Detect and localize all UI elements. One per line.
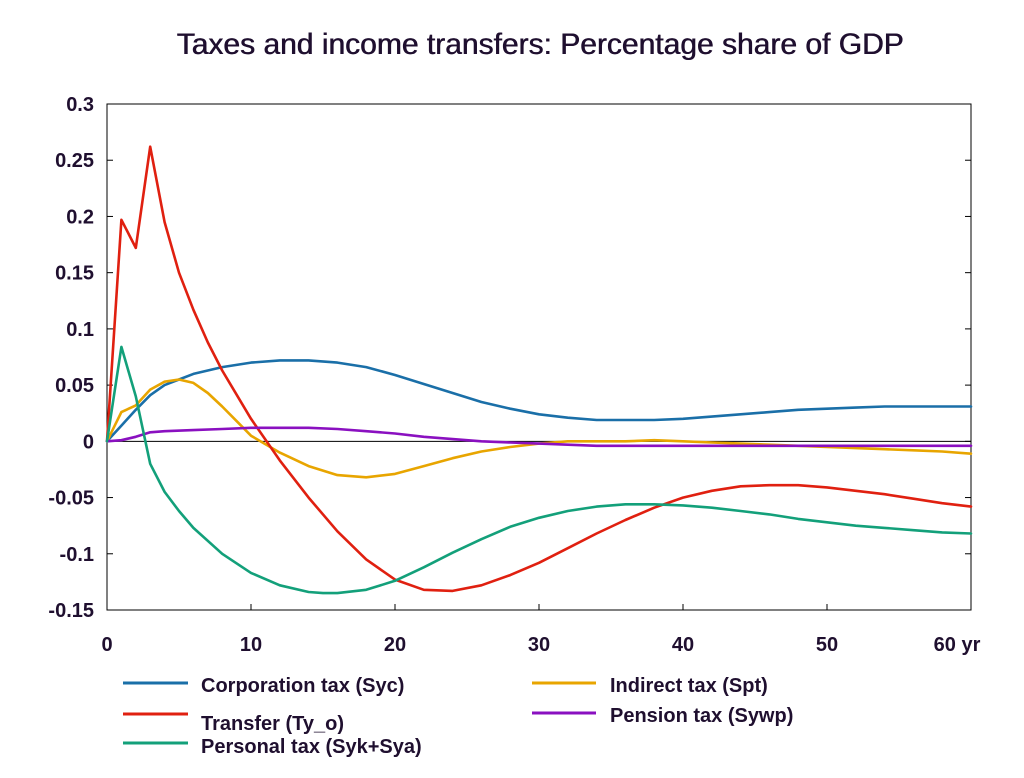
plot-frame xyxy=(106,103,972,611)
series-line-personal-tax-syk-sya xyxy=(105,345,973,595)
series-line-pension-tax-sywp xyxy=(105,426,973,448)
x-tick-label: 40 xyxy=(672,634,694,656)
y-tick-label: 0.25 xyxy=(55,150,94,172)
legend-label-personal: Personal tax (Syk+Sya) xyxy=(201,736,422,758)
x-tick-label: 50 xyxy=(816,634,838,656)
y-tick-label: 0.1 xyxy=(66,319,94,341)
x-tick-label: 10 xyxy=(240,634,262,656)
x-tick-label: 60 yr xyxy=(934,634,981,656)
y-tick-label: 0 xyxy=(83,431,94,453)
legend-label-transfer: Transfer (Ty_o) xyxy=(201,713,344,735)
x-tick-label: 30 xyxy=(528,634,550,656)
y-tick-label: -0.15 xyxy=(48,600,94,622)
y-tick-label: 0.05 xyxy=(55,375,94,397)
legend-label-corporation: Corporation tax (Syc) xyxy=(201,675,404,697)
y-tick-label: -0.1 xyxy=(60,544,94,566)
y-tick-label: 0.15 xyxy=(55,263,94,285)
y-tick-label: -0.05 xyxy=(48,488,94,510)
chart-title: Taxes and income transfers: Percentage s… xyxy=(176,28,904,61)
legend-label-indirect: Indirect tax (Spt) xyxy=(610,675,768,697)
legend-label-pension: Pension tax (Sywp) xyxy=(610,705,793,727)
series-line-transfer-ty-o xyxy=(105,145,973,593)
legend: Corporation tax (Syc) Indirect tax (Spt)… xyxy=(123,675,793,758)
y-tick-label: 0.3 xyxy=(66,94,94,116)
series-lines xyxy=(105,145,973,595)
series-line-corporation-tax-syc xyxy=(105,359,973,443)
x-tick-label: 20 xyxy=(384,634,406,656)
axes: 0.3 0.25 0.2 0.15 0.1 0.05 0 -0.05 -0.1 -0.15 0 10 2… xyxy=(48,94,980,656)
x-tick-label: 0 xyxy=(101,634,112,656)
y-tick-label: 0.2 xyxy=(66,206,94,228)
